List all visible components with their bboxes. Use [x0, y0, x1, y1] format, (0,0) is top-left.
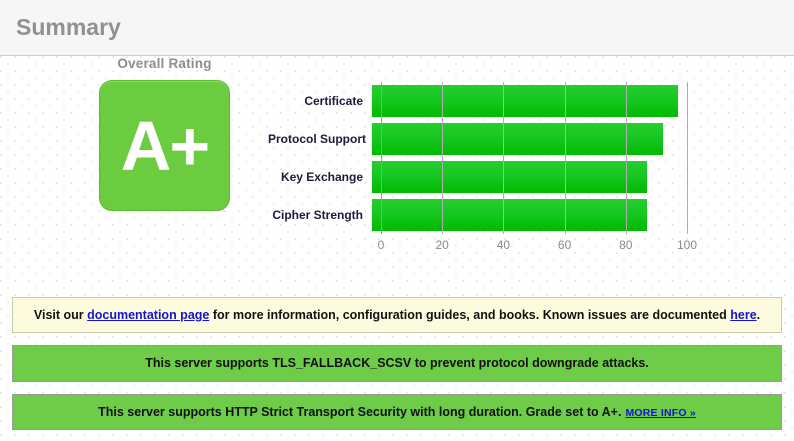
banner-link[interactable]: documentation page: [87, 308, 210, 322]
grade-value: A+: [120, 106, 210, 185]
banner-link[interactable]: here: [730, 308, 757, 322]
chart-category-label: Key Exchange: [280, 170, 363, 184]
chart-row: Key Exchange: [268, 158, 720, 196]
chart-x-tick-label: 80: [619, 238, 633, 252]
chart-plot-cell: [372, 158, 678, 196]
chart-row: Protocol Support: [268, 120, 720, 158]
info-banner: Visit our documentation page for more in…: [12, 297, 782, 334]
banner-text: This server supports TLS_FALLBACK_SCSV t…: [145, 356, 649, 371]
chart-bar: [372, 85, 678, 117]
overall-rating-caption: Overall Rating: [117, 56, 212, 71]
chart-bar: [372, 199, 648, 231]
chart-x-tick-label: 40: [496, 238, 511, 252]
chart-bar: [372, 123, 663, 155]
page-header: Summary: [0, 0, 794, 56]
chart-category-label: Protocol Support: [268, 132, 366, 146]
chart-category-label: Certificate: [304, 94, 363, 108]
success-banner: This server supports HTTP Strict Transpo…: [12, 393, 782, 431]
banner-text: .: [756, 308, 761, 322]
chart-rows: Certificate Protocol Support Key Exchange C…: [268, 82, 720, 234]
chart-plot-cell: [372, 82, 678, 120]
banner-text: This server supports HTTP Strict Transpo…: [98, 404, 622, 419]
chart-x-tick-label: 60: [557, 238, 572, 252]
more-info-link[interactable]: MORE INFO »: [625, 406, 696, 419]
page-body: Overall Rating A+ Certificate Protocol Su…: [0, 56, 794, 441]
page-title: Summary: [16, 14, 121, 40]
overall-rating-block: Overall Rating A+: [62, 56, 267, 211]
notice-banner-list: Visit our documentation page for more in…: [12, 297, 782, 441]
grade-badge: A+: [99, 80, 230, 211]
chart-plot-cell: [372, 120, 678, 158]
chart-bar: [372, 161, 648, 193]
success-banner: This server supports TLS_FALLBACK_SCSV t…: [12, 345, 782, 382]
chart-row: Cipher Strength: [268, 196, 720, 234]
chart-x-tick-label: 0: [377, 238, 385, 252]
score-bar-chart: Certificate Protocol Support Key Exchange C…: [268, 82, 720, 272]
banner-text: for more information, configuration guid…: [209, 308, 731, 322]
chart-x-tick-label: 100: [676, 238, 698, 252]
chart-row: Certificate: [268, 82, 720, 120]
chart-x-tick-label: 20: [435, 238, 449, 252]
chart-plot-cell: [372, 196, 678, 234]
chart-x-axis: 0 20 40 60 80 100: [377, 234, 697, 260]
rating-and-chart-region: Overall Rating A+ Certificate Protocol Su…: [0, 56, 794, 286]
banner-text: Visit our: [33, 308, 88, 322]
chart-category-label: Cipher Strength: [272, 208, 363, 222]
